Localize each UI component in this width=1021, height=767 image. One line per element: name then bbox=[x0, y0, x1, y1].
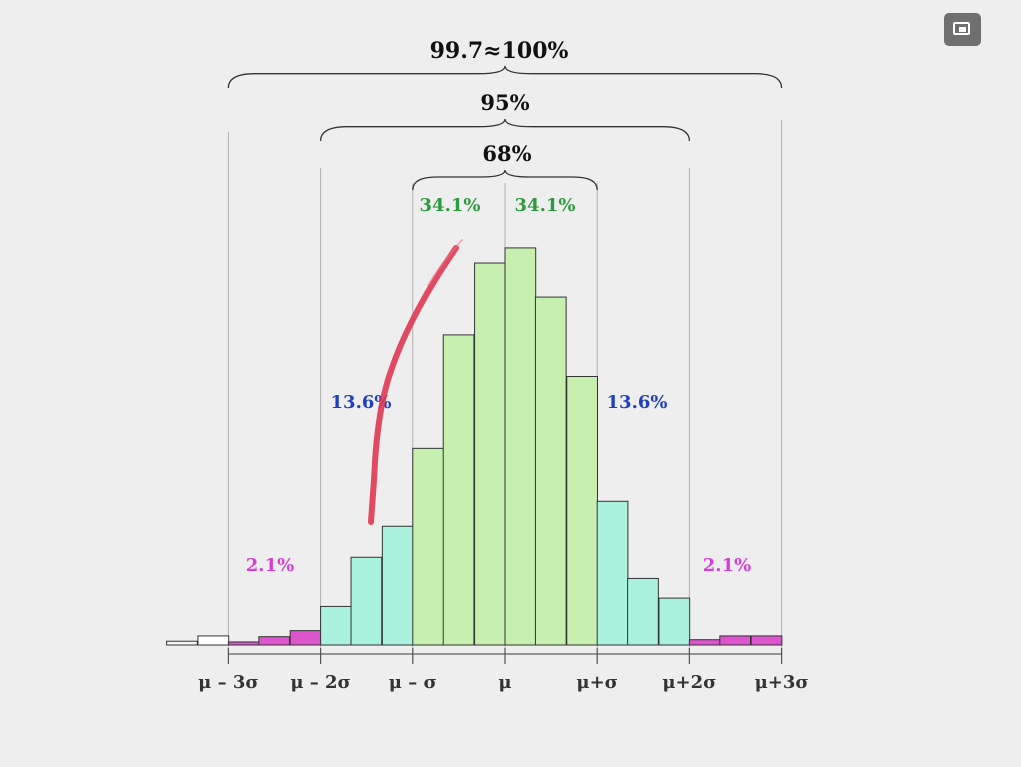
histogram-bar bbox=[258, 636, 291, 646]
label-tail-left: 2.1% bbox=[246, 555, 294, 576]
histogram-bar bbox=[658, 597, 691, 646]
picture-in-picture-inner-icon bbox=[959, 27, 966, 32]
sigma-guide-lines bbox=[227, 120, 783, 660]
histogram-bar bbox=[627, 577, 659, 646]
brace-label-99: 99.7≈100% bbox=[430, 38, 569, 64]
label-tail-right: 2.1% bbox=[703, 555, 751, 576]
label-center-right: 34.1% bbox=[515, 195, 576, 216]
histogram-bar bbox=[412, 447, 445, 646]
histogram-bar bbox=[534, 296, 567, 646]
histogram-bar bbox=[442, 334, 475, 646]
picture-in-picture-button[interactable] bbox=[944, 13, 981, 46]
brace-99 bbox=[227, 65, 783, 89]
label-mid-left: 13.6% bbox=[331, 392, 392, 413]
histogram-bar bbox=[350, 556, 383, 646]
histogram-bar bbox=[688, 639, 721, 646]
x-tick-label: μ+σ bbox=[576, 672, 618, 693]
histogram-bars bbox=[166, 247, 783, 646]
percentage-braces bbox=[227, 65, 783, 191]
brace-label-68: 68% bbox=[482, 141, 531, 166]
histogram-bar bbox=[320, 605, 352, 646]
x-tick-label: μ – 3σ bbox=[198, 672, 259, 693]
x-axis: μ – 3σ μ – 2σ μ – σ μ μ+σ μ+2σ μ+3σ bbox=[198, 648, 809, 693]
histogram-bar bbox=[227, 641, 260, 646]
brace-label-95: 95% bbox=[480, 90, 529, 115]
x-tick-label: μ+3σ bbox=[755, 672, 809, 693]
label-center-left: 34.1% bbox=[420, 195, 481, 216]
histogram-bar bbox=[596, 500, 629, 646]
label-mid-right: 13.6% bbox=[607, 392, 668, 413]
histogram-bar bbox=[750, 635, 783, 646]
histogram-bar bbox=[289, 630, 322, 646]
histogram-bar bbox=[197, 635, 230, 646]
histogram-bar bbox=[719, 635, 752, 646]
x-tick-label: μ – σ bbox=[389, 672, 437, 693]
histogram-bar bbox=[504, 247, 537, 646]
annotation-stroke bbox=[368, 245, 459, 525]
annotation-stroke-fade bbox=[427, 239, 463, 286]
x-tick-label: μ – 2σ bbox=[290, 672, 351, 693]
x-tick-label: μ+2σ bbox=[662, 672, 716, 693]
histogram-bar bbox=[474, 262, 506, 646]
histogram-bar bbox=[566, 375, 598, 646]
brace-68 bbox=[412, 169, 598, 191]
histogram-bar bbox=[381, 525, 414, 646]
x-tick-label: μ bbox=[498, 672, 511, 693]
picture-in-picture-icon bbox=[953, 22, 970, 35]
brace-95 bbox=[319, 118, 691, 142]
histogram-bar bbox=[166, 640, 198, 646]
